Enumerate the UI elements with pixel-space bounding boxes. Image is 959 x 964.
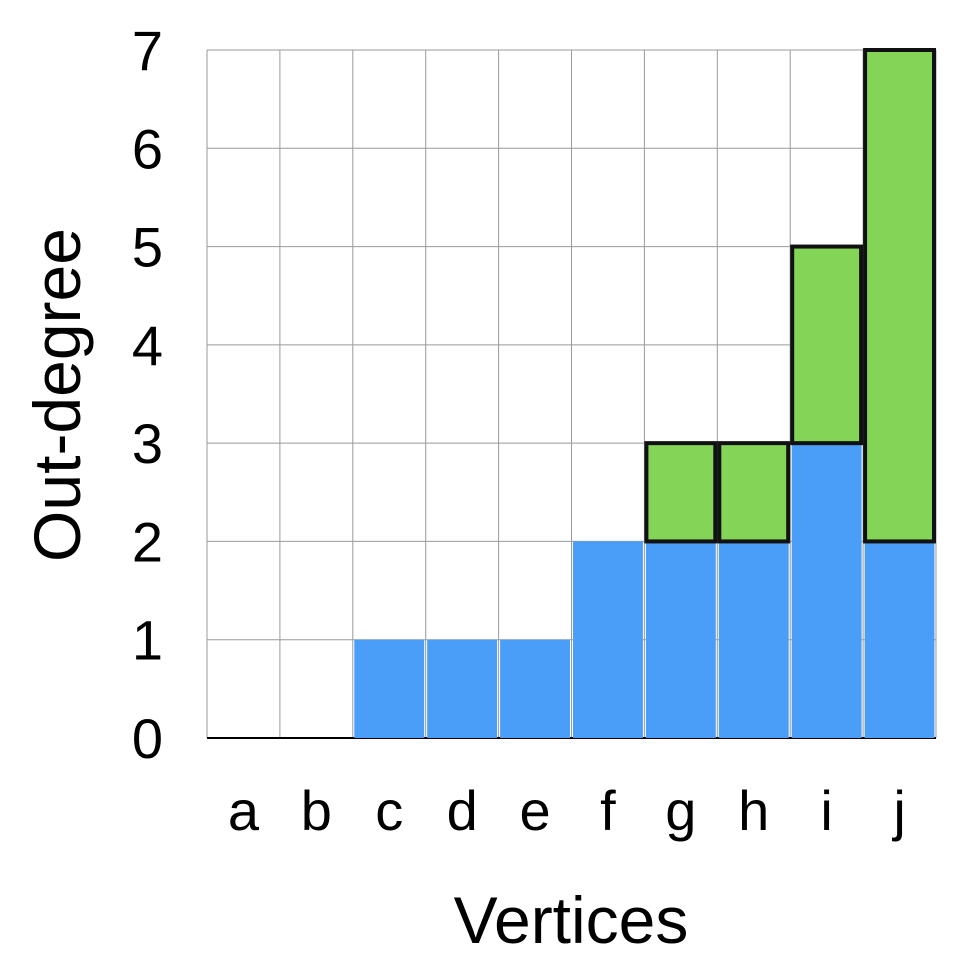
y-tick-label: 6	[132, 117, 163, 180]
x-tick-label-a: a	[228, 779, 260, 842]
x-tick-label-j: j	[891, 779, 905, 842]
y-tick-label: 5	[132, 216, 163, 279]
x-tick-label-e: e	[519, 779, 550, 842]
bar-series-2-j	[863, 48, 936, 544]
bar-series-1-d	[427, 639, 498, 738]
x-tick-label-i: i	[820, 779, 832, 842]
bar-series-2-i	[790, 244, 864, 446]
bar-series-1-i	[791, 443, 862, 738]
x-tick-label-d: d	[447, 779, 478, 842]
y-tick-labels: 0 1 2 3 4 5 6 7	[132, 19, 163, 770]
x-tick-label-c: c	[375, 779, 403, 842]
x-axis-title: Vertices	[454, 883, 689, 957]
y-tick-label: 1	[132, 609, 163, 672]
y-tick-label: 0	[132, 707, 163, 770]
bars	[354, 48, 936, 738]
y-tick-label: 7	[132, 19, 163, 82]
y-axis-title: Out-degree	[20, 228, 94, 562]
bar-series-1-f	[573, 541, 643, 738]
x-tick-label-f: f	[600, 779, 616, 842]
x-tick-label-g: g	[665, 779, 696, 842]
y-tick-label: 4	[132, 314, 163, 377]
bar-series-1-g	[645, 541, 716, 738]
y-tick-label: 3	[132, 412, 163, 475]
bar-series-1-j	[864, 541, 935, 738]
bar-series-2-g	[644, 441, 718, 544]
bar-series-1-h	[718, 541, 789, 738]
x-tick-label-h: h	[738, 779, 769, 842]
bar-series-1-e	[500, 639, 570, 738]
bar-series-2-h	[717, 441, 791, 544]
x-tick-label-b: b	[301, 779, 332, 842]
y-tick-label: 2	[132, 510, 163, 573]
bar-series-1-c	[354, 639, 425, 738]
